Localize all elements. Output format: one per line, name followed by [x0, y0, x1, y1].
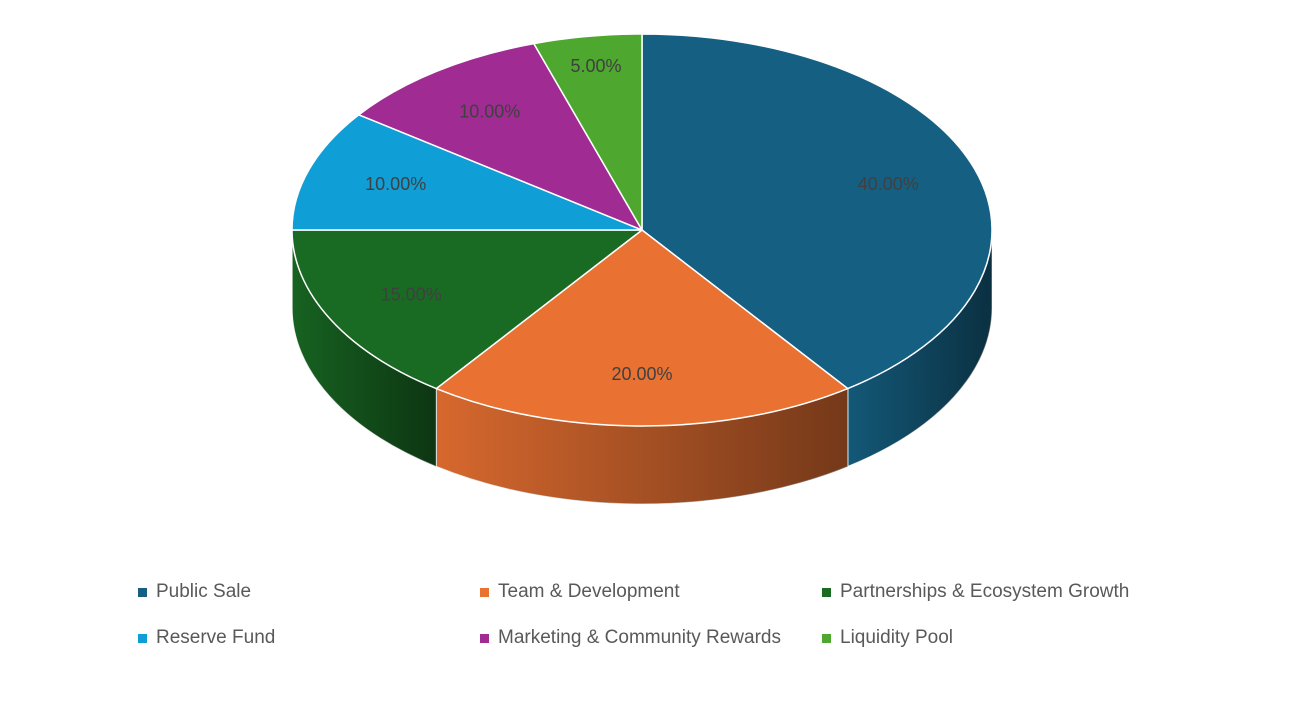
legend-item-marketing-and-community-rewards: Marketing & Community Rewards: [480, 626, 822, 650]
data-label-reserve-fund: 10.00%: [365, 174, 426, 194]
data-label-marketing-and-community-rewards: 10.00%: [459, 101, 520, 121]
legend-item-liquidity-pool: Liquidity Pool: [822, 626, 1198, 650]
legend-label: Public Sale: [156, 581, 252, 602]
pie-data-labels: 40.00% 20.00% 15.00% 10.00% 10.00% 5.00%: [365, 56, 919, 384]
pie-slice-liquidity-pool: [533, 33, 643, 231]
legend-item-partnerships-and-ecosystem-growth: Partnerships & Ecosystem Growth: [822, 580, 1198, 604]
data-label-liquidity-pool: 5.00%: [570, 56, 621, 76]
data-label-public-sale: 40.00%: [858, 174, 919, 194]
legend-item-public-sale: Public Sale: [138, 580, 480, 604]
data-label-team-and-development: 20.00%: [611, 364, 672, 384]
legend-swatch-icon: [480, 633, 489, 643]
legend-item-reserve-fund: Reserve Fund: [138, 626, 480, 650]
pie-slice-partnerships-and-ecosystem-growth: [291, 229, 643, 390]
pie-slice-team-and-development: [435, 229, 849, 427]
legend-swatch-icon: [822, 587, 831, 597]
data-label-partnerships-and-ecosystem-growth: 15.00%: [381, 285, 442, 305]
legend-swatch-icon: [822, 633, 831, 643]
pie-chart-svg: 40.00% 20.00% 15.00% 10.00% 10.00% 5.00%: [291, 33, 993, 505]
legend-label: Marketing & Community Rewards: [498, 627, 781, 648]
legend-label: Team & Development: [498, 581, 680, 602]
legend-label: Liquidity Pool: [840, 627, 954, 648]
pie-slice-marketing-and-community-rewards: [358, 42, 643, 231]
legend-swatch-icon: [138, 633, 147, 643]
pie-slice-reserve-fund: [291, 114, 643, 231]
pie-top-slices: [291, 33, 993, 427]
legend-item-team-and-development: Team & Development: [480, 580, 822, 604]
legend-swatch-icon: [138, 587, 147, 597]
chart-legend: Public Sale Team & Development Partnership…: [138, 580, 1198, 650]
legend-label: Reserve Fund: [156, 627, 276, 648]
legend-swatch-icon: [480, 587, 489, 597]
pie-slice-public-sale: [641, 33, 993, 390]
legend-label: Partnerships & Ecosystem Growth: [840, 581, 1130, 602]
